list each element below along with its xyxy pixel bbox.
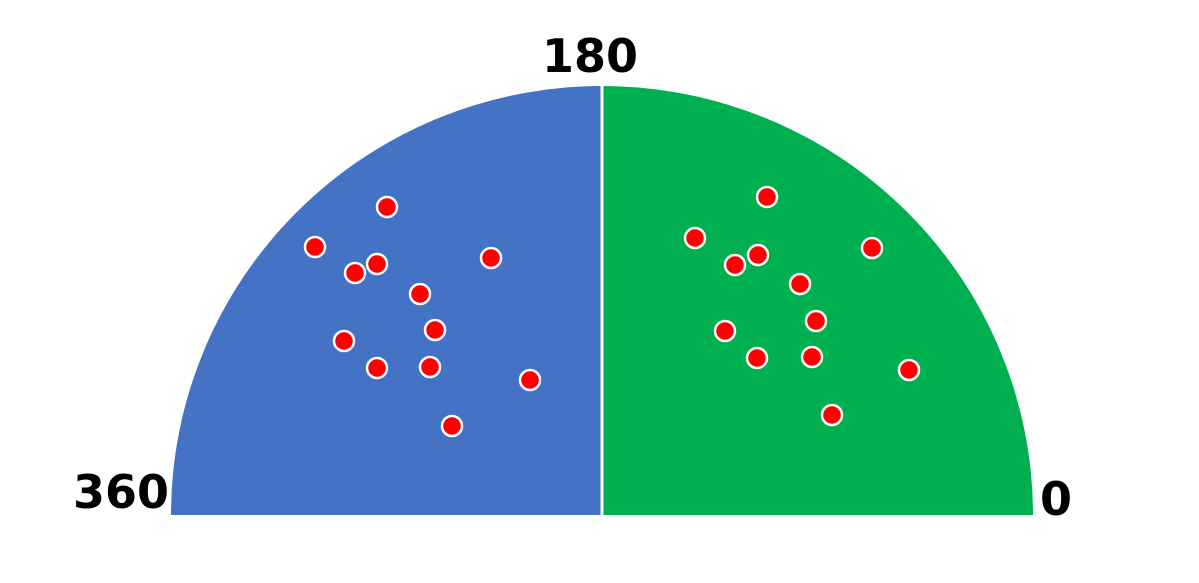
right-dot	[723, 253, 747, 277]
right-dot	[755, 185, 779, 209]
left-dot	[365, 356, 389, 380]
right-dot	[788, 272, 812, 296]
right-dot	[713, 319, 737, 343]
label-top: 180	[542, 29, 638, 83]
left-dot	[440, 414, 464, 438]
right-half-sector	[602, 86, 1033, 515]
left-dot	[423, 318, 447, 342]
left-dot	[479, 246, 503, 270]
label-right: 0	[1040, 472, 1072, 526]
left-dot	[343, 261, 367, 285]
left-dot	[332, 329, 356, 353]
left-dot	[303, 235, 327, 259]
right-dot	[804, 309, 828, 333]
left-dot	[518, 368, 542, 392]
left-dots-group	[303, 195, 542, 438]
left-dot	[375, 195, 399, 219]
left-half-sector	[171, 86, 602, 515]
left-dot	[408, 282, 432, 306]
label-left: 360	[73, 465, 169, 519]
right-dot	[746, 243, 770, 267]
right-dot	[745, 346, 769, 370]
right-dot	[860, 236, 884, 260]
left-dot	[418, 355, 442, 379]
right-dot	[800, 345, 824, 369]
right-dot	[820, 403, 844, 427]
right-dot	[683, 226, 707, 250]
right-dot	[897, 358, 921, 382]
right-dots-group	[683, 185, 921, 427]
left-dot	[365, 252, 389, 276]
